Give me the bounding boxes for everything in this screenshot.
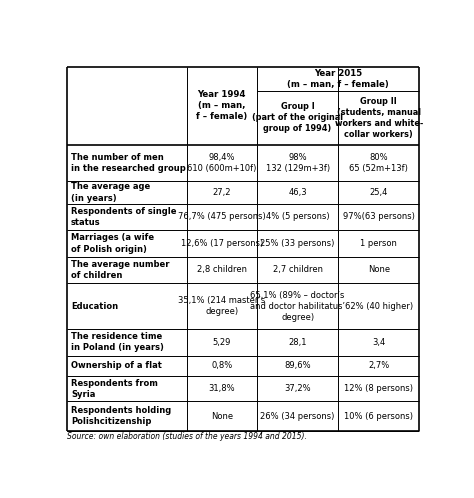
Text: 2,7%: 2,7% xyxy=(368,361,389,370)
Text: 2,8 children: 2,8 children xyxy=(197,265,247,274)
Text: 89,6%: 89,6% xyxy=(284,361,311,370)
Text: 12,6% (17 persons): 12,6% (17 persons) xyxy=(181,239,263,248)
Text: 4% (5 persons): 4% (5 persons) xyxy=(266,213,329,222)
Text: Group I
(part of the original
group of 1994): Group I (part of the original group of 1… xyxy=(252,102,343,133)
Text: 1 person: 1 person xyxy=(360,239,397,248)
Text: 62% (40 higher): 62% (40 higher) xyxy=(345,302,413,311)
Text: 97%(63 persons): 97%(63 persons) xyxy=(343,213,415,222)
Text: Source: own elaboration (studies of the years 1994 and 2015).: Source: own elaboration (studies of the … xyxy=(66,432,307,442)
Text: 46,3: 46,3 xyxy=(288,188,307,197)
Text: 12% (8 persons): 12% (8 persons) xyxy=(344,384,413,393)
Text: 98,4%
610 (600m+10f): 98,4% 610 (600m+10f) xyxy=(187,153,256,173)
Text: 0,8%: 0,8% xyxy=(211,361,232,370)
Text: 28,1: 28,1 xyxy=(288,338,307,347)
Text: 98%
132 (129m+3f): 98% 132 (129m+3f) xyxy=(265,153,329,173)
Text: None: None xyxy=(211,412,233,421)
Text: 25,4: 25,4 xyxy=(370,188,388,197)
Text: Year 2015
(m – man, f – female): Year 2015 (m – man, f – female) xyxy=(287,69,389,89)
Text: 80%
65 (52m+13f): 80% 65 (52m+13f) xyxy=(349,153,408,173)
Text: Year 1994
(m – man,
f – female): Year 1994 (m – man, f – female) xyxy=(196,90,247,121)
Text: 27,2: 27,2 xyxy=(212,188,231,197)
Text: The average number
of children: The average number of children xyxy=(71,260,170,280)
Text: 37,2%: 37,2% xyxy=(284,384,311,393)
Text: 26% (34 persons): 26% (34 persons) xyxy=(260,412,335,421)
Text: 5,29: 5,29 xyxy=(212,338,231,347)
Text: Respondents of single
status: Respondents of single status xyxy=(71,207,176,227)
Text: 31,8%: 31,8% xyxy=(209,384,235,393)
Text: None: None xyxy=(368,265,390,274)
Text: 76,7% (475 persons): 76,7% (475 persons) xyxy=(178,213,265,222)
Text: Respondents from
Syria: Respondents from Syria xyxy=(71,378,158,399)
Text: 10% (6 persons): 10% (6 persons) xyxy=(344,412,413,421)
Text: The average age
(in years): The average age (in years) xyxy=(71,182,150,203)
Text: Education: Education xyxy=(71,302,118,311)
Text: Ownership of a flat: Ownership of a flat xyxy=(71,361,162,370)
Text: Marriages (a wife
of Polish origin): Marriages (a wife of Polish origin) xyxy=(71,234,154,253)
Text: 3,4: 3,4 xyxy=(372,338,385,347)
Text: 25% (33 persons): 25% (33 persons) xyxy=(260,239,335,248)
Text: 65,1% (89% – doctor’s
and doctor habilitatus’
degree): 65,1% (89% – doctor’s and doctor habilit… xyxy=(250,290,345,322)
Text: Respondents holding
Polishcitizenship: Respondents holding Polishcitizenship xyxy=(71,406,171,426)
Text: 35,1% (214 master’s
degree): 35,1% (214 master’s degree) xyxy=(178,296,265,316)
Text: The number of men
in the researched group: The number of men in the researched grou… xyxy=(71,153,186,173)
Text: The residence time
in Poland (in years): The residence time in Poland (in years) xyxy=(71,332,164,353)
Text: Group II
(students, manual
workers and white-
collar workers): Group II (students, manual workers and w… xyxy=(335,97,423,139)
Text: 2,7 children: 2,7 children xyxy=(273,265,323,274)
